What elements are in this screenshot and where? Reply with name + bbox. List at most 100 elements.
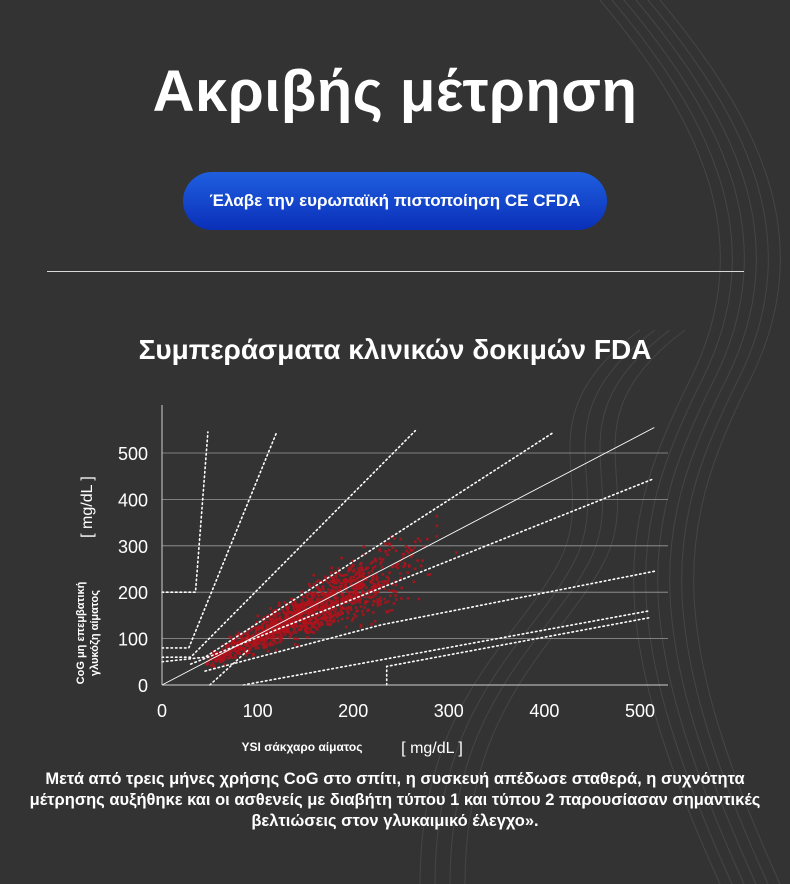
scatter-point (215, 653, 219, 657)
scatter-point (316, 586, 320, 589)
scatter-point (222, 650, 226, 653)
scatter-point (316, 592, 320, 596)
scatter-point (304, 610, 308, 614)
scatter-point (394, 590, 398, 594)
scatter-point (371, 603, 375, 607)
scatter-point (306, 593, 309, 596)
scatter-point (396, 566, 400, 570)
scatter-point (361, 584, 365, 588)
scatter-point (236, 633, 240, 637)
scatter-point (307, 603, 310, 606)
scatter-point (304, 615, 308, 618)
scatter-point (426, 537, 429, 541)
scatter-point (346, 580, 350, 583)
scatter-point (300, 590, 304, 594)
scatter-point (304, 603, 308, 607)
scatter-point (249, 645, 253, 648)
scatter-point (337, 579, 341, 583)
scatter-point (301, 618, 305, 621)
scatter-point (362, 572, 365, 575)
scatter-point (223, 663, 226, 666)
scatter-point (336, 572, 339, 575)
scatter-point (386, 580, 389, 584)
clinical-summary-caption: Μετά από τρεις μήνες χρήσης CoG στο σπίτ… (29, 770, 761, 830)
scatter-point (300, 612, 304, 616)
scatter-point (288, 619, 291, 623)
scatter-point (396, 562, 400, 566)
scatter-point (307, 612, 311, 616)
scatter-point (337, 619, 340, 623)
scatter-point (312, 600, 315, 604)
scatter-point (310, 610, 314, 614)
scatter-point (252, 643, 256, 646)
scatter-point (355, 587, 359, 591)
scatter-point (312, 631, 316, 634)
scatter-point (325, 579, 328, 583)
scatter-point (219, 658, 222, 661)
scatter-point (299, 605, 303, 609)
scatter-point (365, 567, 368, 570)
scatter-point (383, 597, 386, 601)
scatter-point (392, 589, 396, 593)
error-grid-boundary (189, 477, 656, 665)
scatter-point (394, 594, 397, 597)
axis-labels: 0 100 200 300 400 500 0 100 200 300 400 500 YSI σάκχ… (75, 444, 655, 757)
scatter-point (258, 634, 262, 637)
scatter-point (298, 620, 302, 623)
scatter-point (357, 598, 361, 602)
scatter-point (333, 610, 337, 613)
scatter-point (357, 567, 360, 570)
scatter-point (321, 601, 325, 604)
scatter-point (374, 591, 378, 594)
scatter-point (253, 644, 256, 648)
scatter-point (221, 653, 224, 657)
scatter-point (380, 560, 383, 564)
scatter-point (376, 604, 380, 607)
scatter-point (296, 609, 300, 613)
scatter-point (225, 650, 229, 654)
scatter-point (266, 649, 270, 653)
scatter-point (255, 638, 258, 642)
scatter-point (240, 634, 244, 637)
scatter-point (295, 611, 298, 614)
scatter-point (339, 581, 343, 585)
scatter-point (326, 593, 330, 597)
scatter-point (333, 586, 337, 589)
scatter-point (328, 591, 331, 595)
scatter-point (373, 565, 377, 568)
scatter-point (230, 656, 234, 660)
scatter-point (345, 573, 349, 577)
scatter-point (271, 627, 275, 630)
scatter-point (339, 588, 343, 591)
scatter-point (336, 596, 339, 600)
scatter-point (345, 607, 349, 611)
scatter-point (251, 633, 255, 637)
scatter-point (353, 588, 356, 591)
scatter-point (340, 606, 343, 610)
scatter-point (413, 546, 416, 549)
scatter-point (392, 602, 396, 605)
scatter-point (293, 629, 296, 632)
scatter-point (324, 603, 327, 606)
scatter-point (411, 553, 415, 557)
scatter-point (327, 623, 331, 626)
scatter-point (299, 615, 302, 618)
scatter-point (223, 651, 227, 655)
scatter-point (280, 626, 284, 630)
axes (161, 405, 668, 686)
scatter-point (299, 628, 303, 631)
scatter-point (361, 589, 365, 593)
scatter-point (268, 614, 271, 617)
scatter-point (288, 623, 292, 627)
scatter-point (265, 626, 269, 629)
scatter-point (328, 618, 332, 621)
scatter-point (271, 636, 275, 639)
scatter-point (331, 608, 334, 611)
scatter-point (369, 562, 373, 565)
scatter-point (352, 575, 356, 579)
scatter-point (293, 611, 296, 615)
scatter-point (345, 596, 348, 599)
scatter-point (267, 633, 271, 637)
scatter-point (314, 626, 318, 630)
scatter-point (331, 600, 334, 603)
